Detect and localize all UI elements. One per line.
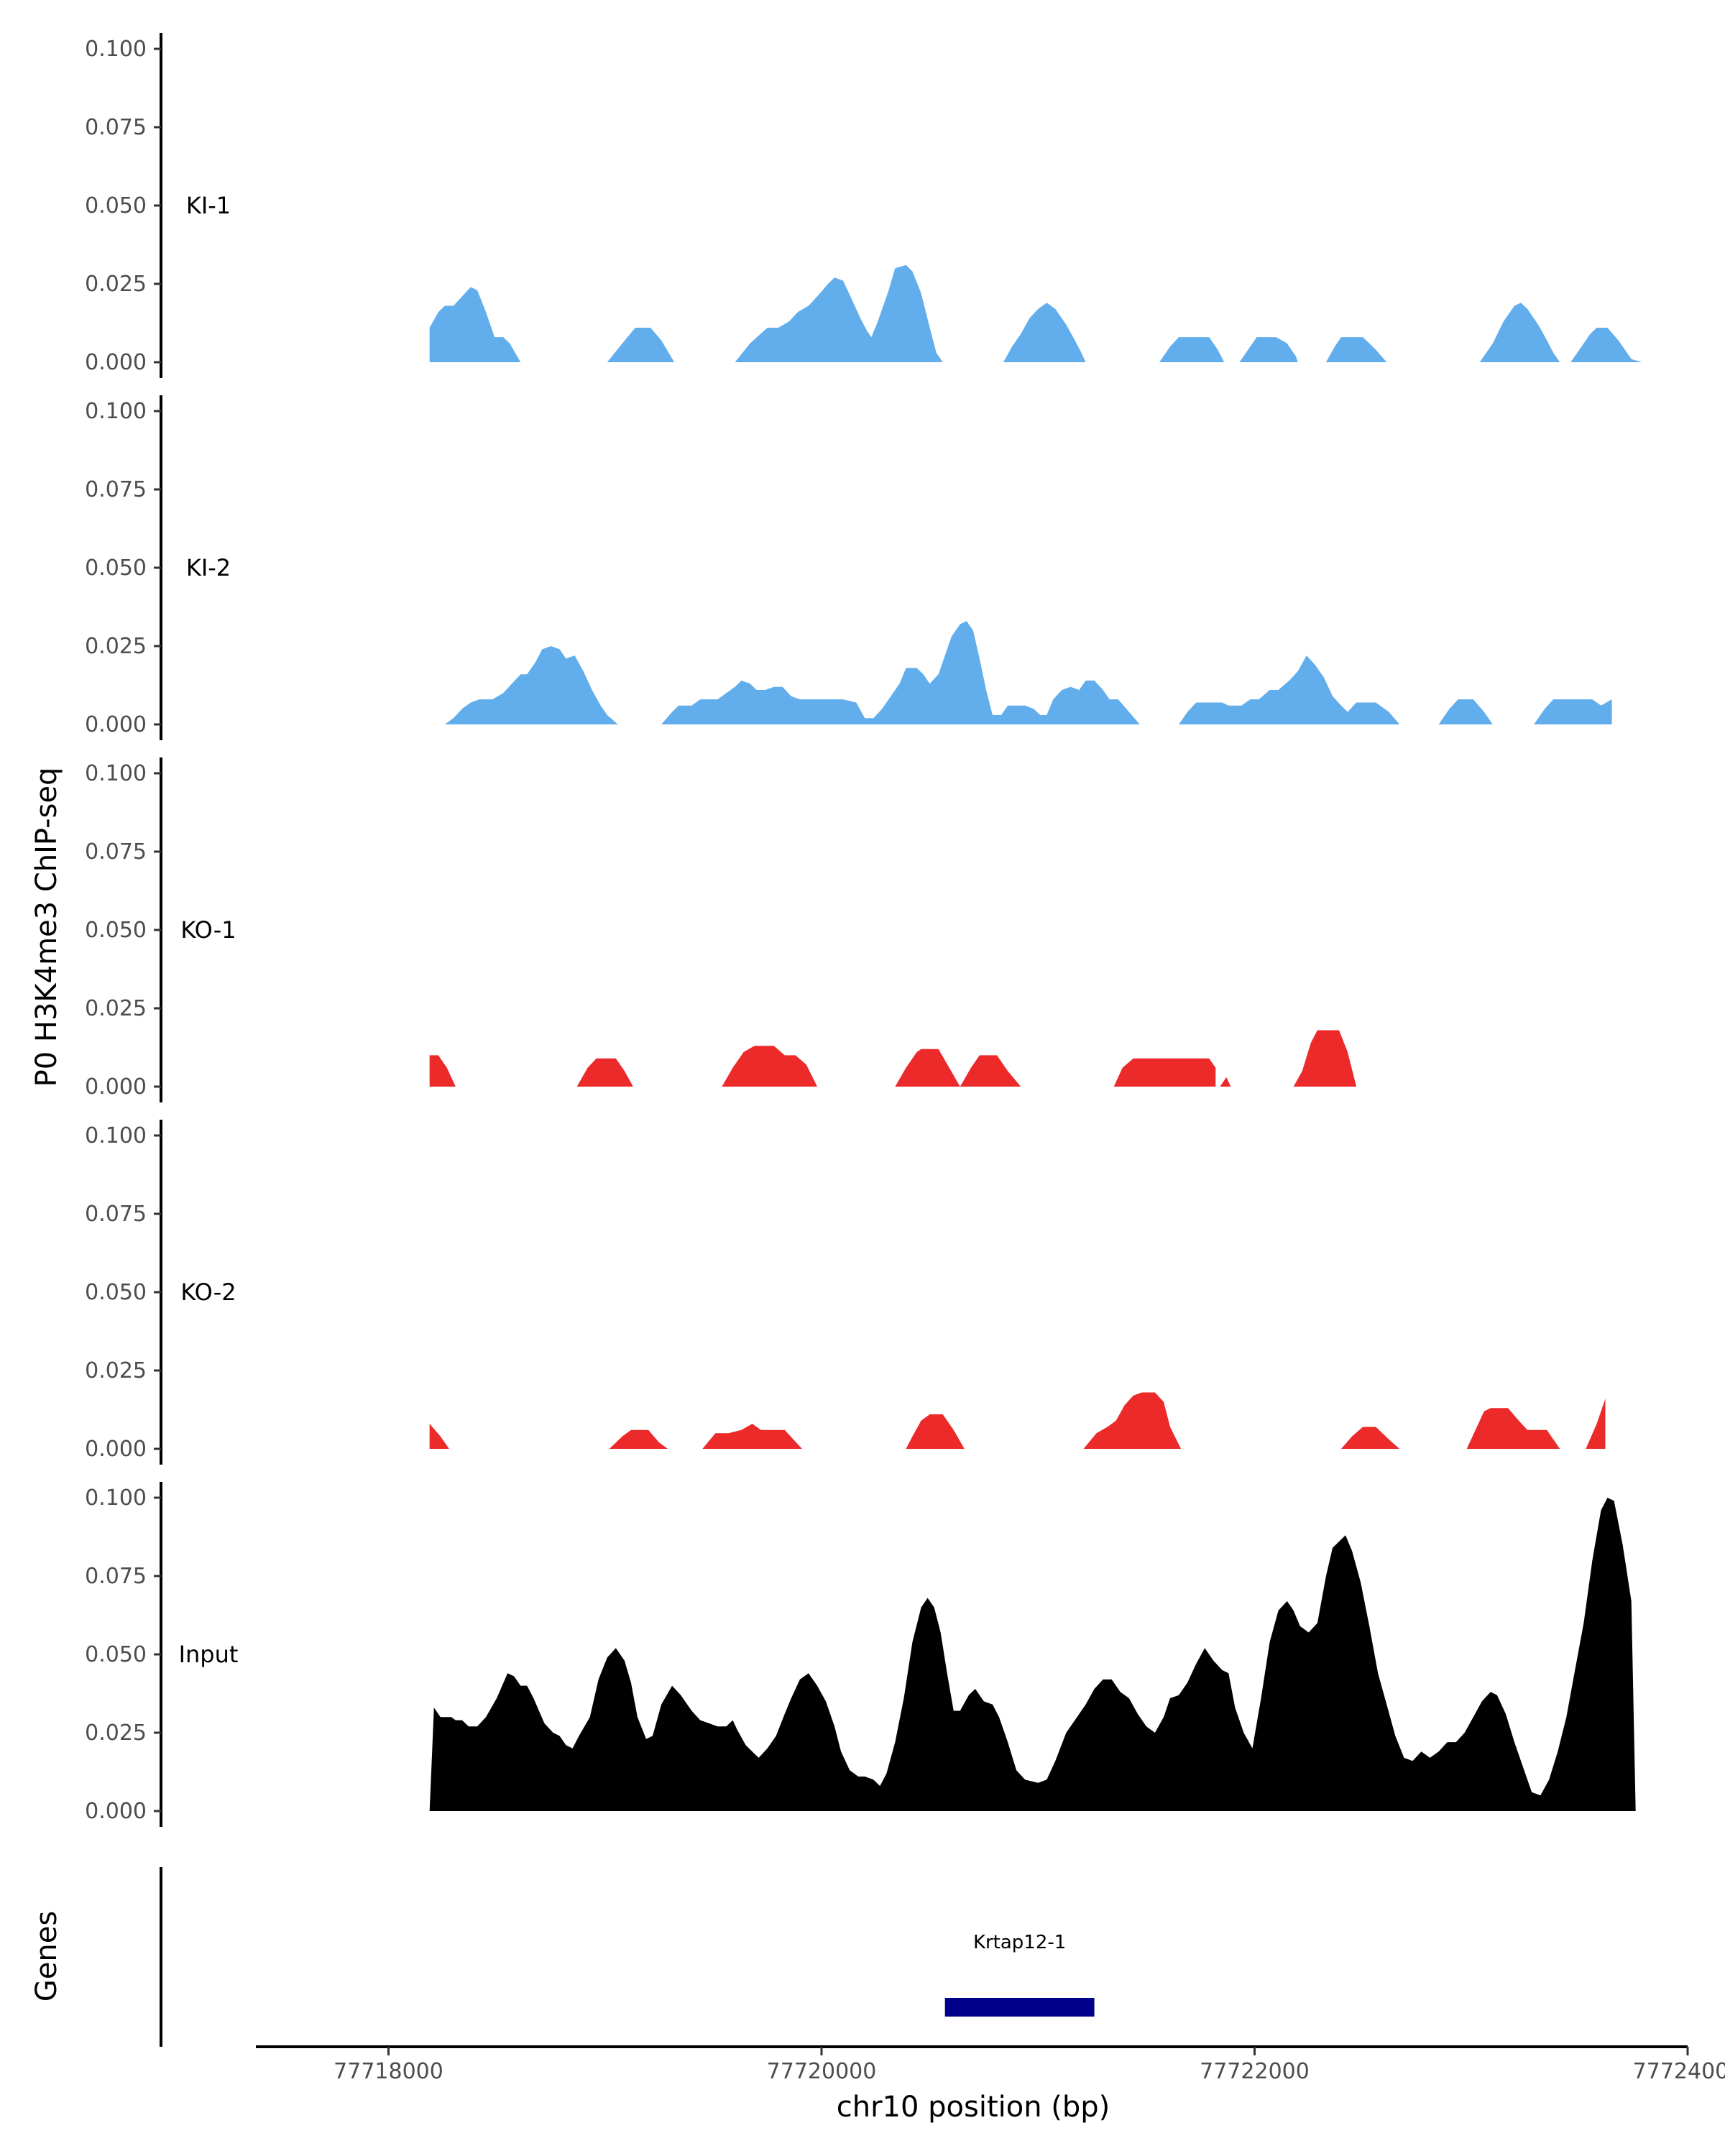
- area-segment: [444, 646, 618, 724]
- area-segment: [1220, 1077, 1231, 1087]
- y-tick-label: 0.050: [85, 918, 147, 943]
- area-segment: [960, 1055, 1021, 1087]
- track-input: 0.000 0.025 0.050 0.075 0.100 Input: [85, 1482, 1636, 1827]
- y-tick-label: 0.000: [85, 712, 147, 737]
- track-ko-2: 0.000 0.025 0.050 0.075 0.100 KO-2: [85, 1120, 1606, 1465]
- y-tick-label: 0.050: [85, 1280, 147, 1305]
- area-segment: [1466, 1408, 1560, 1449]
- x-tick-label: 77722000: [1200, 2059, 1310, 2084]
- x-axis: 77718000 77720000 77722000 77724000: [256, 2045, 1725, 2084]
- y-axis-title: P0 H3K4me3 ChIP-seq: [30, 768, 63, 1087]
- area-segment: [1159, 337, 1225, 362]
- area-segment: [576, 1058, 633, 1087]
- area-segment: [702, 1424, 802, 1449]
- track-label: KO-1: [180, 916, 236, 944]
- track-label: KI-2: [186, 554, 231, 581]
- y-tick-label: 0.100: [85, 1123, 147, 1148]
- area-segment: [1113, 1058, 1216, 1087]
- y-tick-label: 0.000: [85, 1437, 147, 1462]
- gene-features: Krtap12-1: [944, 1932, 1095, 2017]
- track-label: KI-1: [186, 192, 231, 219]
- track-ki-2: 0.000 0.025 0.050 0.075 0.100 KI-2: [85, 395, 1612, 740]
- track-ko-1: 0.000 0.025 0.050 0.075 0.100 KO-1: [85, 757, 1357, 1102]
- area-segment: [1570, 328, 1642, 362]
- area-segment: [429, 1424, 449, 1449]
- x-tick-label: 77720000: [767, 2059, 877, 2084]
- area-segment: [1534, 699, 1612, 724]
- area-segment: [609, 1429, 668, 1449]
- area-segment: [1003, 303, 1086, 362]
- x-tick-label: 77724000: [1633, 2059, 1725, 2084]
- y-tick-label: 0.100: [85, 37, 147, 62]
- area-segment: [661, 621, 1140, 724]
- tracks: 0.0000.0250.0500.0750.100KI-10.0000.0250…: [85, 33, 1642, 1827]
- gene-feature: [944, 1998, 1095, 2017]
- area-segment: [1179, 655, 1400, 724]
- gene-panel-title: Genes: [30, 1911, 63, 2001]
- area-segment: [1293, 1030, 1357, 1087]
- x-tick-label: 77718000: [334, 2059, 443, 2084]
- y-tick-label: 0.000: [85, 1074, 147, 1100]
- track-label: KO-2: [180, 1279, 236, 1306]
- area-segment: [735, 264, 943, 362]
- x-axis-title: chr10 position (bp): [837, 2091, 1110, 2124]
- y-tick-label: 0.100: [85, 1485, 147, 1511]
- y-tick-label: 0.050: [85, 1642, 147, 1667]
- y-tick-label: 0.075: [85, 477, 147, 502]
- y-tick-label: 0.000: [85, 350, 147, 375]
- y-tick-label: 0.025: [85, 996, 147, 1021]
- track-label: Input: [179, 1641, 239, 1668]
- gene-label: Krtap12-1: [973, 1932, 1066, 1953]
- gene-panel: Genes Krtap12-1: [30, 1867, 1095, 2047]
- area-segment: [1438, 699, 1493, 724]
- y-tick-label: 0.075: [85, 1202, 147, 1227]
- y-tick-label: 0.025: [85, 272, 147, 297]
- area-segment: [1325, 337, 1387, 362]
- area-segment: [429, 1498, 1636, 1811]
- y-tick-label: 0.075: [85, 1564, 147, 1589]
- y-tick-label: 0.025: [85, 1358, 147, 1383]
- area-segment: [429, 1055, 456, 1087]
- y-tick-label: 0.100: [85, 761, 147, 786]
- area-segment: [895, 1049, 960, 1087]
- y-tick-label: 0.100: [85, 399, 147, 424]
- area-segment: [607, 328, 675, 362]
- strand-arrow-icon: [947, 2000, 956, 2014]
- area-segment: [1586, 1399, 1606, 1449]
- y-tick-label: 0.025: [85, 634, 147, 659]
- y-tick-label: 0.025: [85, 1720, 147, 1746]
- area-segment: [1479, 303, 1560, 362]
- y-tick-label: 0.000: [85, 1799, 147, 1824]
- track-ki-1: 0.000 0.025 0.050 0.075 0.100 KI-1: [85, 33, 1642, 378]
- area-segment: [1239, 337, 1298, 362]
- area-segment: [906, 1414, 965, 1449]
- area-segment: [722, 1046, 817, 1087]
- y-tick-label: 0.050: [85, 556, 147, 581]
- area-segment: [1083, 1392, 1182, 1449]
- area-segment: [1341, 1427, 1400, 1449]
- y-tick-label: 0.050: [85, 193, 147, 218]
- y-tick-label: 0.075: [85, 839, 147, 865]
- x-axis-ticks: 77718000 77720000 77722000 77724000: [334, 2047, 1725, 2084]
- area-segment: [429, 287, 521, 362]
- y-tick-label: 0.075: [85, 115, 147, 140]
